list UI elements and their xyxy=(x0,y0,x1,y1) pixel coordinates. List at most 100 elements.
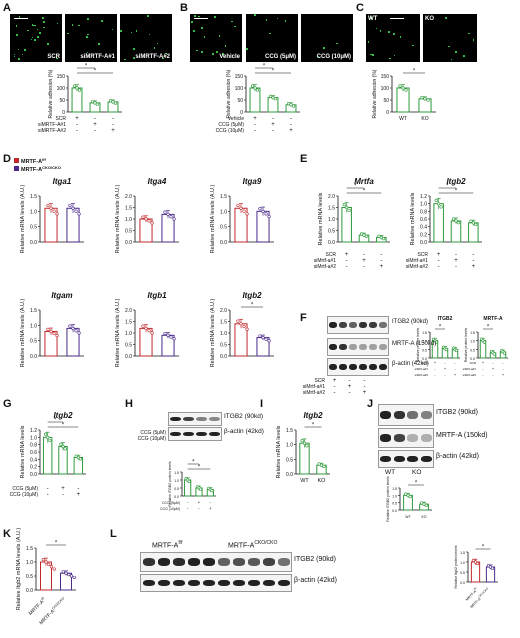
y-tick-label: 0.5 xyxy=(220,343,227,349)
y-tick-label: 1.0 xyxy=(420,202,427,208)
sign-mark: - xyxy=(47,492,49,498)
blot-band xyxy=(329,321,337,329)
data-point xyxy=(68,203,72,208)
y-tick-label: 150 xyxy=(57,74,66,80)
lane-label-wt: WT xyxy=(385,469,396,476)
data-point xyxy=(150,221,154,225)
data-point xyxy=(49,329,53,334)
y-tick-label: 0.5 xyxy=(26,574,33,580)
data-point xyxy=(302,441,307,445)
cell-dot xyxy=(111,28,114,31)
significance-star: * xyxy=(263,64,266,70)
data-point xyxy=(71,326,75,331)
blot-band xyxy=(380,455,392,463)
condition-label: siMrtf-a#2 xyxy=(314,264,336,270)
data-point xyxy=(49,565,54,569)
y-axis-label: Relative adhesion (%) xyxy=(48,69,54,118)
blot-band xyxy=(329,363,337,371)
cell-dot xyxy=(77,24,80,27)
blot-band xyxy=(157,579,170,587)
bar xyxy=(42,436,53,475)
bar xyxy=(433,203,444,243)
y-tick-label: 0.0 xyxy=(174,495,179,499)
band-label-itgb2: ITGB2 (90kd) xyxy=(224,413,264,420)
bar xyxy=(396,87,410,113)
sign-mark: - xyxy=(455,252,457,258)
y-tick-label: 0.0 xyxy=(286,472,293,478)
data-point xyxy=(423,97,427,101)
cell-dot xyxy=(370,17,372,19)
panel-label-j: J xyxy=(367,398,374,410)
significance-star: * xyxy=(198,465,201,471)
y-tick-label: 0.2 xyxy=(30,465,37,471)
data-point xyxy=(77,331,81,335)
blot-band xyxy=(202,558,215,566)
sign-mark: - xyxy=(290,122,292,128)
lane-label-ko: KO xyxy=(412,469,422,476)
sign-mark: + xyxy=(472,264,476,270)
y-tick-label: 1.5 xyxy=(125,206,132,212)
blot-band xyxy=(277,579,290,587)
y-tick-label: 1.5 xyxy=(328,206,335,212)
data-point xyxy=(141,215,145,219)
sign-mark: - xyxy=(346,264,348,270)
blot-band xyxy=(329,343,337,351)
blot-band xyxy=(339,363,347,371)
y-tick-label: 1.0 xyxy=(26,560,33,566)
cell-dot xyxy=(379,30,382,32)
cell-dot xyxy=(34,39,36,41)
bar xyxy=(299,442,310,475)
sign-mark: - xyxy=(363,264,365,270)
cell-dot xyxy=(214,16,216,18)
condition-label: siMrtf-a#1 xyxy=(314,258,336,264)
sign-mark: - xyxy=(364,384,366,390)
data-point xyxy=(345,205,349,210)
band-label-itgb2: ITGB2 (90kd) xyxy=(392,319,429,325)
blot-band xyxy=(369,321,377,329)
cell-dot xyxy=(21,53,24,56)
y-tick-label: 0.0 xyxy=(220,354,227,360)
significance-star: * xyxy=(251,303,254,309)
y-tick-label: 2.0 xyxy=(125,194,132,200)
y-tick-label: 2.0 xyxy=(328,194,335,200)
data-point xyxy=(169,335,173,339)
sign-mark: - xyxy=(62,492,64,498)
sign-mark: + xyxy=(253,116,257,122)
sign-mark: + xyxy=(502,372,505,377)
cell-dot xyxy=(135,30,138,32)
data-point xyxy=(147,329,151,333)
data-point xyxy=(61,444,65,449)
data-point xyxy=(490,566,495,570)
data-point xyxy=(471,558,476,562)
bar xyxy=(71,87,83,113)
cell-dot xyxy=(71,24,74,26)
cell-dot xyxy=(17,48,20,51)
y-tick-label: 1.0 xyxy=(220,331,227,337)
data-point xyxy=(72,84,77,88)
data-point xyxy=(47,562,51,566)
significance-star: * xyxy=(413,69,416,75)
bar xyxy=(66,327,80,357)
cell-dot xyxy=(33,24,35,27)
y-tick-label: 1.0 xyxy=(174,479,179,483)
data-point xyxy=(377,234,381,238)
panel-label-d: D xyxy=(3,153,11,165)
significance-star: * xyxy=(272,69,275,75)
cell-dot xyxy=(34,24,37,27)
significance-star: * xyxy=(363,189,366,195)
data-point xyxy=(169,215,173,219)
cell-dot xyxy=(87,18,89,20)
chart-title: MRTF-A xyxy=(483,316,503,322)
band-label-mrtfa: MRTF-A (150kd) xyxy=(436,432,488,439)
panel-label-a: A xyxy=(3,2,11,14)
data-point xyxy=(454,219,458,223)
sign-mark: - xyxy=(187,500,189,505)
cell-dot xyxy=(194,14,196,17)
significance-star: * xyxy=(85,64,88,70)
condition-label: Vehicle xyxy=(228,116,244,122)
sign-mark: - xyxy=(77,486,79,492)
blot-band xyxy=(217,558,230,566)
data-point xyxy=(172,337,176,341)
y-tick-label: 0.5 xyxy=(30,339,37,345)
y-tick-label: 1.5 xyxy=(460,551,465,555)
